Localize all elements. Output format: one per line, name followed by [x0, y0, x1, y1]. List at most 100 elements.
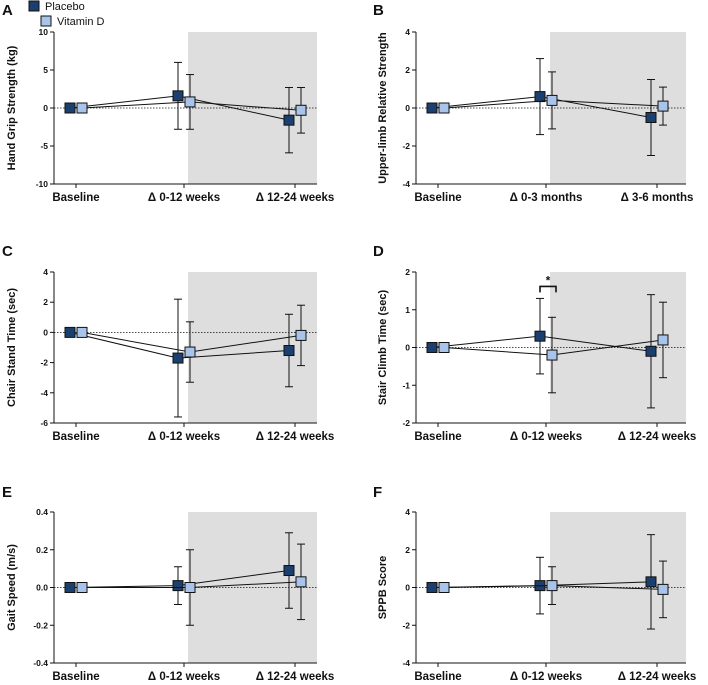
data-point [64, 102, 76, 114]
data-point [283, 565, 295, 577]
data-point [184, 582, 196, 593]
x-category-label: Δ 0-12 weeks [510, 671, 582, 683]
data-point [534, 330, 546, 342]
x-category-label: Baseline [52, 431, 99, 443]
y-tick-label: 4 [405, 27, 410, 37]
y-tick-label: -1 [402, 380, 410, 390]
data-point [64, 326, 76, 338]
x-category-label: Baseline [414, 431, 461, 443]
significance-star: * [546, 275, 551, 287]
series-placebo [64, 61, 295, 154]
data-point [295, 329, 307, 341]
x-category-label: Δ 12-24 weeks [618, 431, 697, 443]
data-point [438, 342, 450, 353]
data-point [426, 342, 438, 353]
x-category-label: Δ 12-24 weeks [256, 431, 335, 443]
data-point [64, 582, 76, 593]
y-tick-label: 2 [43, 297, 48, 307]
y-tick-label: 0 [43, 103, 48, 113]
y-axis-label: Hand Grip Strength (kg) [6, 45, 18, 170]
panel-letter: F [373, 484, 382, 501]
x-category-label: Δ 0-12 weeks [148, 431, 220, 443]
data-point [645, 345, 657, 357]
legend-label-vitamin-d: Vitamin D [57, 16, 105, 28]
data-point [76, 326, 88, 338]
data-point [438, 582, 450, 593]
series-placebo [64, 532, 295, 609]
y-tick-label: -10 [36, 179, 49, 189]
series-placebo [64, 298, 295, 418]
y-axis-label: Upper-limb Relative Strength [377, 32, 389, 184]
data-point [438, 102, 450, 114]
y-tick-label: 0.4 [36, 507, 48, 517]
y-tick-label: -4 [402, 179, 410, 189]
panel-letter: A [2, 2, 13, 19]
data-point [645, 576, 657, 588]
x-category-label: Δ 0-12 weeks [510, 431, 582, 443]
data-point [534, 91, 546, 103]
x-category-label: Δ 0-3 months [510, 192, 583, 204]
legend-swatch-placebo [28, 0, 40, 12]
y-axis-label: Gait Speed (m/s) [6, 544, 18, 631]
panel-c: -6 -4 -2 0 2 4 Baseline Δ 0-12 weeks Δ 12-24 wee… [2, 243, 334, 443]
y-tick-label: 0.2 [36, 545, 48, 555]
series-vitamin-d [76, 304, 307, 383]
data-point [184, 96, 196, 108]
legend-swatch-vitamin-d [40, 15, 52, 27]
data-point [657, 100, 669, 112]
y-axis-label: Stair Climb Time (sec) [377, 290, 389, 406]
y-tick-label: -2 [40, 358, 48, 368]
data-point [76, 582, 88, 593]
data-point [172, 90, 184, 102]
panel-letter: E [2, 484, 12, 501]
x-category-label: Δ 0-12 weeks [148, 671, 220, 683]
y-tick-label: 0 [43, 327, 48, 337]
x-category-label: Δ 0-12 weeks [148, 192, 220, 204]
x-category-label: Δ 12-24 weeks [256, 671, 335, 683]
y-tick-label: -5 [40, 141, 48, 151]
data-point [426, 102, 438, 114]
panel-a: -10 -5 0 5 10 Baseline Δ 0-12 weeks Δ 12-24 wee… [2, 2, 334, 204]
panel-f: -4 -2 0 2 4 Baseline Δ 0-12 weeks Δ 12-24 weeks… [373, 484, 696, 683]
x-category-label: Δ 3-6 months [621, 192, 694, 204]
series-vitamin-d [438, 71, 669, 130]
data-point [172, 352, 184, 364]
y-tick-label: -4 [402, 658, 410, 668]
legend-label-placebo: Placebo [45, 1, 85, 13]
y-tick-label: 10 [39, 27, 49, 37]
data-point [76, 102, 88, 114]
series-placebo [426, 58, 657, 156]
data-point [546, 580, 558, 592]
panel-letter: D [373, 243, 384, 260]
y-tick-label: 4 [405, 507, 410, 517]
panel-letter: C [2, 243, 13, 260]
y-tick-label: 1 [405, 305, 410, 315]
data-point [426, 582, 438, 593]
y-tick-label: 0 [405, 583, 410, 593]
x-category-label: Baseline [414, 671, 461, 683]
shaded-region [188, 272, 317, 423]
data-point [283, 345, 295, 357]
y-tick-label: 2 [405, 545, 410, 555]
y-tick-label: -2 [402, 141, 410, 151]
panel-e: -0.4 -0.2 0.0 0.2 0.4 Baseline Δ 0-12 weeks Δ 1… [2, 484, 334, 683]
series-vitamin-d [76, 74, 307, 134]
series-vitamin-d [76, 543, 307, 626]
y-tick-label: -0.4 [33, 658, 48, 668]
data-point [645, 112, 657, 123]
data-point [657, 334, 669, 346]
y-tick-label: 4 [43, 267, 48, 277]
y-tick-label: 0 [405, 343, 410, 353]
y-tick-label: -4 [40, 388, 48, 398]
y-axis-label: Chair Stand Time (sec) [6, 288, 18, 407]
x-category-label: Δ 12-24 weeks [618, 671, 697, 683]
data-point [295, 104, 307, 116]
panel-letter: B [373, 2, 384, 19]
significance-bracket [539, 285, 557, 293]
legend: Placebo Vitamin D [28, 0, 105, 28]
data-point [184, 346, 196, 358]
series-vitamin-d [438, 560, 669, 619]
y-tick-label: 0 [405, 103, 410, 113]
data-point [172, 580, 184, 592]
panel-d: -2 -1 0 1 2 Baseline Δ 0-12 weeks Δ 12-24 weeks… [373, 243, 696, 443]
